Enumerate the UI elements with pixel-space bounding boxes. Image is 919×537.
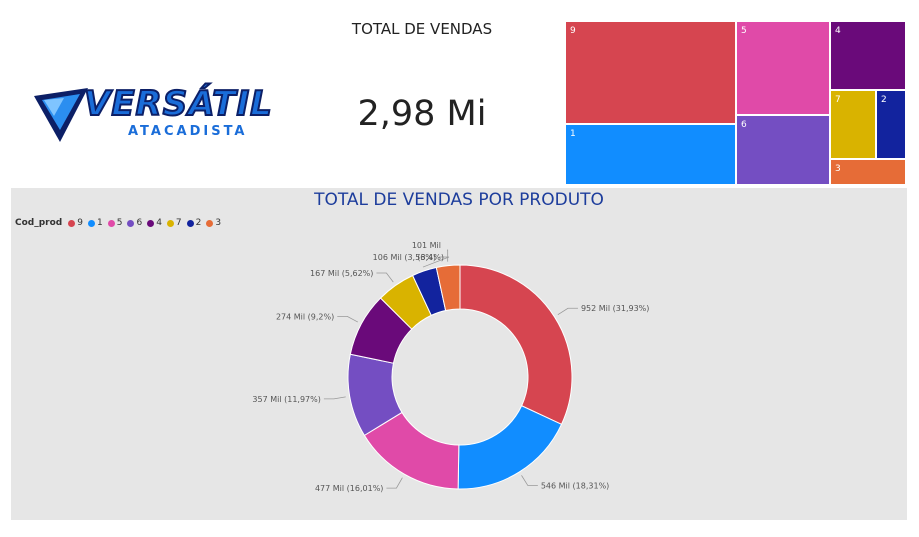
legend-label: 2 [195,218,202,228]
legend-item-9[interactable]: 9 [68,218,83,228]
kpi-value: 2,98 Mi [357,94,487,134]
treemap-cell-2[interactable]: 2 [876,90,906,159]
legend-dot-icon [166,219,174,227]
treemap-cell-label: 1 [570,129,576,139]
legend-item-3[interactable]: 3 [206,218,221,228]
data-label-9: 952 Mil (31,93%) [581,304,649,313]
data-label-4: 274 Mil (9,2%) [276,312,334,321]
data-label-7: 167 Mil (5,62%) [310,269,373,278]
legend-label: 7 [175,218,182,228]
treemap-cell-6[interactable]: 6 [736,115,830,185]
treemap-cell-label: 7 [835,95,841,105]
treemap-cell-label: 4 [835,26,841,36]
legend-title: Cod_prod [15,218,63,228]
logo-word: VERSÁTIL [83,83,273,125]
legend-item-6[interactable]: 6 [127,218,142,228]
donut-chart-panel: TOTAL DE VENDAS POR PRODUTO Cod_prod 9 1 5… [11,188,907,520]
treemap-cell-label: 3 [835,164,841,174]
data-label-1: 546 Mil (18,31%) [541,482,609,491]
treemap-cell-label: 9 [570,26,576,36]
treemap-cell-5[interactable]: 5 [736,21,830,115]
treemap-chart: 9 5 4 1 6 7 2 3 [565,21,906,185]
logo-subtitle: ATACADISTA [128,124,248,139]
donut-slice-9[interactable] [459,264,573,426]
legend-label: 1 [96,218,103,228]
legend-label: 4 [156,218,162,228]
legend-item-4[interactable]: 4 [147,218,162,228]
legend-dot-icon [147,219,155,227]
legend-dot-icon [107,219,115,227]
donut-chart: 952 Mil (31,93%) 546 Mil (18,31%) 477 Mil … [252,241,649,493]
chart-title: TOTAL DE VENDAS POR PRODUTO [314,190,604,210]
leader-line [557,307,578,316]
leader-line [447,249,449,262]
legend-dot-icon [127,219,135,227]
treemap-cell-1[interactable]: 1 [565,124,736,185]
brand-logo: VERSÁTIL ATACADISTA [30,83,280,146]
legend-dot-icon [186,219,194,227]
data-label-2: 106 Mil (3,56%) [373,253,436,262]
logo-v-icon [34,88,88,142]
legend-label: 3 [215,218,222,228]
leader-line [386,477,403,489]
treemap-cell-9[interactable]: 9 [565,21,736,124]
legend-dot-icon [68,219,76,227]
leader-line [337,315,359,323]
leader-line [323,396,346,400]
leader-line [422,256,450,268]
legend-item-2[interactable]: 2 [186,218,202,228]
kpi-title: TOTAL DE VENDAS [351,20,493,38]
donut-slice-1[interactable] [457,405,563,490]
legend-item-1[interactable]: 1 [87,218,103,228]
data-label-5: 477 Mil (16,01%) [315,484,383,493]
legend-dot-icon [87,219,95,227]
legend-label: 6 [136,218,143,228]
legend-item-7[interactable]: 7 [166,218,182,228]
leader-line [376,272,394,283]
legend-label: 5 [116,218,123,228]
treemap-cell-7[interactable]: 7 [830,90,876,159]
data-label-3: 101 Mil (3,4%) [412,241,444,262]
treemap-cell-3[interactable]: 3 [830,159,906,185]
treemap-cell-label: 6 [741,120,747,130]
treemap-cell-4[interactable]: 4 [830,21,906,90]
treemap-cell-label: 2 [881,95,887,105]
legend-label: 9 [77,218,83,228]
treemap-cell-label: 5 [741,26,747,36]
leader-line [521,475,538,486]
chart-legend: Cod_prod 9 1 5 6 4 7 2 3 [15,218,226,228]
data-label-6: 357 Mil (11,97%) [252,395,320,404]
donut-slice-3[interactable] [435,264,461,312]
legend-item-5[interactable]: 5 [107,218,123,228]
legend-dot-icon [206,219,214,227]
